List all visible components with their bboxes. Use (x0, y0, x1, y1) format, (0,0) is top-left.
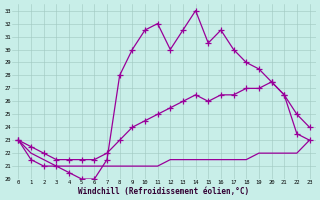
X-axis label: Windchill (Refroidissement éolien,°C): Windchill (Refroidissement éolien,°C) (78, 187, 250, 196)
